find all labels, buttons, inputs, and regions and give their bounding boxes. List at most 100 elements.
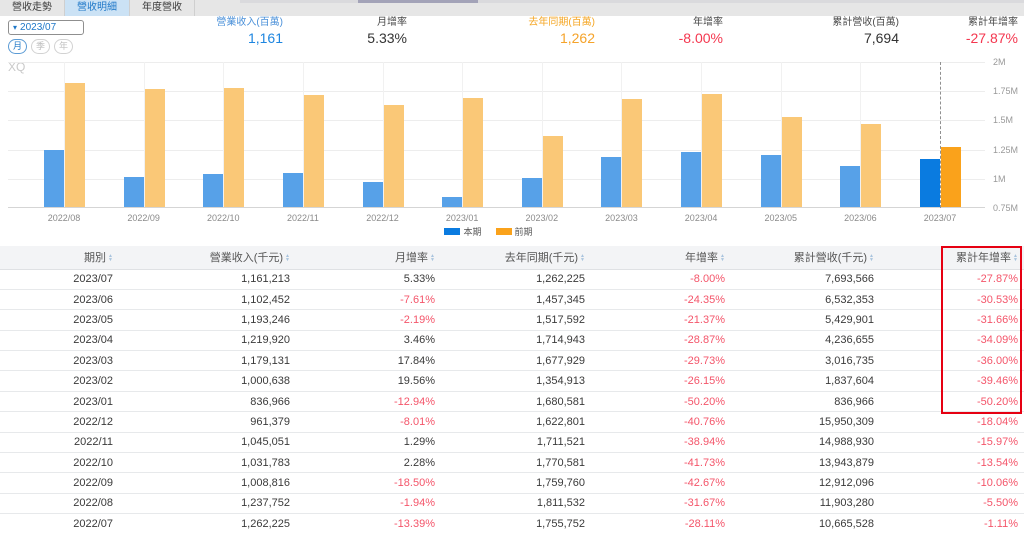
table-cell: -28.87% (591, 330, 731, 352)
table-row[interactable]: 2022/12 961,379 -8.01% 1,622,801 -40.76% 15,9… (0, 411, 1024, 433)
table-row[interactable]: 2023/01 836,966 -12.94% 1,680,581 -50.20% 836… (0, 391, 1024, 413)
table-cell: 2023/04 (0, 330, 119, 352)
stat-value: 7,694 (863, 30, 899, 46)
legend-item[interactable]: 本期 (444, 225, 482, 238)
column-header-label: 累計營收(千元) (793, 252, 868, 265)
column-header[interactable]: 年增率 (591, 246, 731, 270)
tab-annual-revenue[interactable]: 年度營收 (130, 0, 195, 16)
column-header[interactable]: 去年同期(千元) (441, 246, 591, 270)
table-cell: -50.20% (880, 391, 1024, 413)
horizontal-scrollbar-thumb[interactable] (358, 0, 478, 3)
bar-previous-period (65, 83, 85, 207)
table-cell: -28.11% (591, 513, 731, 534)
table-cell: -8.00% (591, 269, 731, 290)
tab-revenue-trend[interactable]: 營收走勢 (0, 0, 65, 16)
table-cell: 2023/07 (0, 269, 119, 290)
column-header[interactable]: 累計年增率 (880, 246, 1024, 270)
table-cell: -27.87% (880, 269, 1024, 290)
table-cell: 2023/03 (0, 350, 119, 372)
column-header-label: 去年同期(千元) (504, 252, 579, 265)
y-axis-label: 1.25M (993, 144, 1019, 155)
table-cell: -13.39% (296, 513, 441, 534)
table-row[interactable]: 2023/03 1,179,131 17.84% 1,677,929 -29.73% 3,… (0, 350, 1024, 372)
legend-label: 本期 (463, 227, 482, 237)
freq-button-year[interactable]: 年 (54, 39, 74, 54)
table-cell: 5.33% (296, 269, 441, 290)
gridline-vertical (302, 62, 304, 207)
column-header[interactable]: 營業收入(千元) (119, 246, 296, 270)
table-cell: -42.67% (591, 472, 731, 494)
sort-icon (285, 254, 290, 262)
stat-value: 1,161 (247, 30, 283, 46)
bar-previous-period (224, 87, 245, 207)
bar-previous-period (383, 105, 404, 207)
table-row[interactable]: 2023/04 1,219,920 3.46% 1,714,943 -28.87% 4,2… (0, 330, 1024, 352)
gridline-horizontal (8, 149, 985, 151)
table-row[interactable]: 2023/07 1,161,213 5.33% 1,262,225 -8.00% 7,69… (0, 269, 1024, 290)
table-row[interactable]: 2022/07 1,262,225 -13.39% 1,755,752 -28.11% 1… (0, 513, 1024, 534)
frequency-toggle-group: 月季年 (8, 39, 74, 54)
bar-current-period (681, 152, 702, 207)
bar-current-period (521, 177, 542, 207)
sort-icon (720, 254, 725, 262)
period-dropdown[interactable]: ▾ 2023/07 (8, 20, 84, 35)
tab-bar: 營收走勢 營收明細 年度營收 (0, 0, 1024, 16)
horizontal-scrollbar-track (240, 0, 1024, 3)
table-row[interactable]: 2022/11 1,045,051 1.29% 1,711,521 -38.94% 14,… (0, 432, 1024, 454)
table-cell: 1,193,246 (119, 309, 296, 331)
bar-current-period (442, 196, 463, 207)
table-cell: -39.46% (880, 370, 1024, 392)
freq-button-quarter[interactable]: 季 (31, 39, 51, 54)
table-cell: 6,532,353 (731, 289, 880, 311)
table-cell: 5,429,901 (731, 309, 880, 331)
revenue-table-section: 期別 營業收入(千元) 月增率 去年同期(千元) 年增率 累計營收(千元) 累計年增率 20… (0, 246, 1024, 534)
table-cell: 2023/01 (0, 391, 119, 413)
legend-item[interactable]: 前期 (495, 225, 533, 238)
table-cell: -21.37% (591, 309, 731, 331)
table-row[interactable]: 2022/08 1,237,752 -1.94% 1,811,532 -31.67% 11… (0, 493, 1024, 515)
chart-plot-area (8, 62, 985, 208)
column-header[interactable]: 月增率 (296, 246, 441, 270)
stat-value: 5.33% (367, 30, 407, 46)
freq-button-month[interactable]: 月 (8, 39, 28, 54)
table-cell: 1,714,943 (441, 330, 591, 352)
gridline-vertical (780, 62, 782, 207)
stat-label: 年增率 (693, 17, 723, 28)
gridline-horizontal (8, 91, 985, 93)
table-cell: 1.29% (296, 432, 441, 454)
table-cell: 4,236,655 (731, 330, 880, 352)
table-row[interactable]: 2023/05 1,193,246 -2.19% 1,517,592 -21.37% 5,… (0, 309, 1024, 331)
xq-watermark: XQ (8, 60, 26, 74)
column-header[interactable]: 累計營收(千元) (731, 246, 880, 270)
table-row[interactable]: 2023/02 1,000,638 19.56% 1,354,913 -26.15% 1,… (0, 370, 1024, 392)
stat-value: 1,262 (559, 30, 595, 46)
column-header[interactable]: 期別 (0, 246, 119, 270)
table-cell: -50.20% (591, 391, 731, 413)
table-cell: 2023/02 (0, 370, 119, 392)
table-cell: 2022/09 (0, 472, 119, 494)
table-row[interactable]: 2022/09 1,008,816 -18.50% 1,759,760 -42.67% 1… (0, 472, 1024, 494)
bar-previous-period (941, 147, 961, 207)
table-cell: -31.67% (591, 493, 731, 515)
bar-previous-period (463, 98, 484, 207)
table-cell: 1,517,592 (441, 309, 591, 331)
y-axis-label: 1M (993, 173, 1006, 184)
x-axis-label: 2023/02 (525, 213, 559, 223)
legend-swatch-icon (444, 228, 461, 235)
table-cell: -30.53% (880, 289, 1024, 311)
table-cell: 2.28% (296, 452, 441, 474)
bar-current-period (920, 158, 940, 207)
table-cell: 1,622,801 (441, 411, 591, 433)
x-axis-label: 2023/07 (923, 213, 957, 223)
y-axis-label: 0.75M (993, 203, 1019, 213)
table-cell: -7.61% (296, 289, 441, 311)
tab-revenue-detail[interactable]: 營收明細 (65, 0, 130, 16)
x-axis-label: 2022/12 (366, 213, 399, 223)
table-cell: 1,008,816 (119, 472, 296, 494)
table-cell: 961,379 (119, 411, 296, 433)
table-row[interactable]: 2022/10 1,031,783 2.28% 1,770,581 -41.73% 13,… (0, 452, 1024, 474)
x-axis-label: 2023/05 (764, 213, 797, 223)
column-header-label: 營業收入(千元) (209, 252, 284, 265)
table-row[interactable]: 2023/06 1,102,452 -7.61% 1,457,345 -24.35% 6,… (0, 289, 1024, 311)
